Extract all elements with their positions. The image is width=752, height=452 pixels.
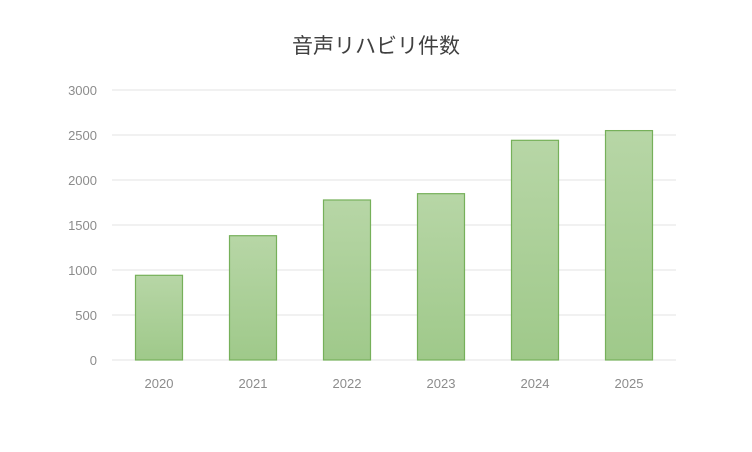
y-tick-label: 0: [90, 353, 97, 368]
bar-2020: [134, 274, 184, 361]
chart-title: 音声リハビリ件数: [292, 34, 460, 58]
x-tick-label: 2020: [145, 376, 174, 391]
bar-2021: [228, 235, 278, 361]
bar-2024: [510, 139, 560, 361]
y-tick-label: 3000: [68, 83, 97, 98]
y-tick-label: 1000: [68, 263, 97, 278]
x-tick-label: 2025: [615, 376, 644, 391]
bar-2025: [604, 129, 654, 361]
y-tick-label: 1500: [68, 218, 97, 233]
bar-2023: [416, 193, 466, 361]
x-tick-label: 2024: [521, 376, 550, 391]
bar-2022: [322, 199, 372, 361]
x-tick-label: 2021: [239, 376, 268, 391]
x-tick-label: 2022: [333, 376, 362, 391]
y-tick-label: 500: [75, 308, 97, 323]
y-tick-label: 2000: [68, 173, 97, 188]
x-tick-label: 2023: [427, 376, 456, 391]
y-tick-label: 2500: [68, 128, 97, 143]
